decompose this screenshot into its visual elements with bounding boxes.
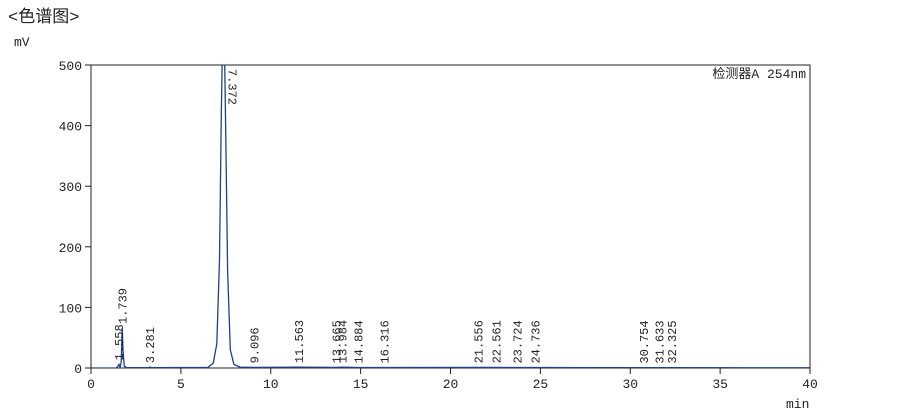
peak-label: 1.558: [113, 324, 127, 360]
detector-annotation: 检测器A 254nm: [712, 67, 806, 82]
y-tick-label: 0: [74, 362, 82, 377]
x-tick-label: 25: [533, 377, 549, 392]
x-tick-label: 30: [622, 377, 638, 392]
chart-title: <色谱图>: [8, 7, 79, 28]
x-tick-label: 35: [712, 377, 728, 392]
x-tick-label: 20: [443, 377, 459, 392]
y-tick-label: 100: [59, 301, 82, 316]
peak-label: 31.633: [654, 320, 668, 363]
peak-label: 1.739: [116, 288, 130, 324]
peak-label: 16.316: [378, 320, 392, 363]
peak-label: 3.281: [144, 327, 158, 363]
peak-label: 7.372: [225, 69, 239, 105]
peak-label: 22.561: [491, 320, 505, 363]
chromatogram-trace: [91, 65, 810, 368]
peak-label: 9.096: [249, 327, 263, 363]
peak-label: 30.754: [638, 320, 652, 363]
y-tick-label: 400: [59, 120, 82, 135]
x-tick-label: 15: [353, 377, 369, 392]
peak-label: 21.556: [472, 320, 486, 363]
x-tick-label: 5: [177, 377, 185, 392]
plot-frame: [90, 64, 811, 369]
peak-label: 32.325: [666, 320, 680, 363]
peak-label: 13.665: [331, 320, 345, 363]
peak-label: 13.984: [336, 320, 350, 363]
y-axis-label: mV: [14, 35, 30, 50]
x-tick-label: 10: [263, 377, 279, 392]
y-tick-label: 300: [59, 180, 82, 195]
peak-label: 14.884: [353, 320, 367, 363]
peak-label: 11.563: [293, 320, 307, 363]
y-tick-label: 200: [59, 241, 82, 256]
peak-label: 23.724: [511, 320, 525, 363]
x-axis-label: min: [786, 397, 809, 412]
y-tick-label: 500: [59, 59, 82, 74]
x-tick-label: 0: [87, 377, 95, 392]
peak-label: 24.736: [530, 320, 544, 363]
x-tick-label: 40: [802, 377, 818, 392]
